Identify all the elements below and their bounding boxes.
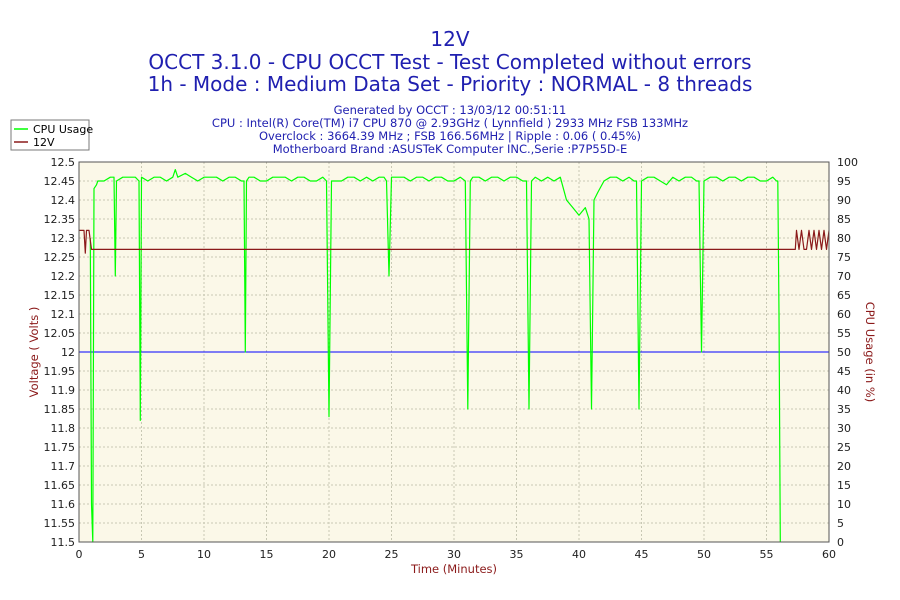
x-tick-label: 45	[635, 548, 649, 561]
x-axis-label: Time (Minutes)	[410, 562, 497, 576]
x-tick-label: 35	[510, 548, 524, 561]
y-right-tick-label: 85	[837, 213, 851, 226]
y-right-tick-label: 30	[837, 422, 851, 435]
y-right-tick-label: 20	[837, 460, 851, 473]
y-left-tick-label: 12.4	[51, 194, 76, 207]
y-right-tick-label: 60	[837, 308, 851, 321]
plot-frame	[78, 161, 830, 543]
y-left-tick-label: 12	[61, 346, 75, 359]
y-left-tick-label: 12.5	[51, 156, 76, 169]
info-cpu: CPU : Intel(R) Core(TM) i7 CPU 870 @ 2.9…	[212, 116, 688, 130]
y-right-tick-label: 95	[837, 175, 851, 188]
legend-label-cpu-usage: CPU Usage	[33, 123, 93, 136]
info-overclock: Overclock : 3664.39 MHz ; FSB 166.56MHz …	[259, 129, 641, 143]
y-left-tick-label: 12.45	[44, 175, 76, 188]
x-tick-label: 0	[76, 548, 83, 561]
y-right-tick-label: 10	[837, 498, 851, 511]
y-right-tick-label: 55	[837, 327, 851, 340]
info-generated: Generated by OCCT : 13/03/12 00:51:11	[334, 103, 567, 117]
y-right-tick-label: 80	[837, 232, 851, 245]
y-left-tick-label: 12.05	[44, 327, 76, 340]
legend: CPU Usage 12V	[10, 119, 93, 151]
y-left-tick-label: 11.5	[51, 536, 76, 549]
y-right-tick-label: 70	[837, 270, 851, 283]
x-tick-label: 15	[260, 548, 274, 561]
y-left-tick-label: 12.2	[51, 270, 76, 283]
y-right-tick-label: 35	[837, 403, 851, 416]
y-axis-label-left: Voltage ( Volts )	[27, 307, 41, 398]
x-tick-label: 20	[322, 548, 336, 561]
y-left-tick-label: 11.75	[44, 441, 76, 454]
x-tick-label: 60	[822, 548, 836, 561]
x-tick-label: 50	[697, 548, 711, 561]
x-tick-label: 40	[572, 548, 586, 561]
legend-label-12v: 12V	[33, 136, 55, 149]
chart-title-test: OCCT 3.1.0 - CPU OCCT Test - Test Comple…	[148, 50, 751, 74]
y-left-tick-label: 11.6	[51, 498, 76, 511]
y-right-tick-label: 0	[837, 536, 844, 549]
legend-box	[10, 119, 90, 151]
y-left-tick-label: 12.15	[44, 289, 76, 302]
series-line-12v	[79, 229, 830, 254]
y-right-tick-label: 65	[837, 289, 851, 302]
y-left-tick-label: 11.55	[44, 517, 76, 530]
series-layer	[79, 169, 830, 543]
x-tick-label: 25	[385, 548, 399, 561]
series-line-cpu-usage	[89, 169, 781, 543]
y-right-tick-label: 45	[837, 365, 851, 378]
y-right-tick-label: 75	[837, 251, 851, 264]
y-right-tick-label: 40	[837, 384, 851, 397]
y-left-tick-label: 12.25	[44, 251, 76, 264]
x-tick-label: 55	[760, 548, 774, 561]
x-tick-label: 5	[138, 548, 145, 561]
y-axis-label-right: CPU Usage (in %)	[863, 302, 877, 403]
y-left-tick-label: 12.3	[51, 232, 76, 245]
y-right-tick-label: 100	[837, 156, 858, 169]
x-tick-label: 30	[447, 548, 461, 561]
y-left-tick-label: 11.85	[44, 403, 76, 416]
x-tick-label: 10	[197, 548, 211, 561]
chart-title-mode: 1h - Mode : Medium Data Set - Priority :…	[148, 72, 753, 96]
y-right-tick-label: 90	[837, 194, 851, 207]
y-right-tick-label: 5	[837, 517, 844, 530]
y-left-tick-label: 11.8	[51, 422, 76, 435]
y-left-tick-label: 12.1	[51, 308, 76, 321]
y-left-tick-label: 11.9	[51, 384, 76, 397]
chart-title-12v: 12V	[430, 27, 469, 51]
y-right-tick-label: 15	[837, 479, 851, 492]
info-motherboard: Motherboard Brand :ASUSTeK Computer INC.…	[273, 142, 628, 156]
y-right-tick-label: 50	[837, 346, 851, 359]
axis-ticks: 0 5 10 15 20 25 30 35 40 45 50 55 6011.511.5511.611.…	[44, 156, 859, 561]
y-left-tick-label: 12.35	[44, 213, 76, 226]
y-right-tick-label: 25	[837, 441, 851, 454]
y-left-tick-label: 11.7	[51, 460, 76, 473]
y-left-tick-label: 11.65	[44, 479, 76, 492]
y-left-tick-label: 11.95	[44, 365, 76, 378]
